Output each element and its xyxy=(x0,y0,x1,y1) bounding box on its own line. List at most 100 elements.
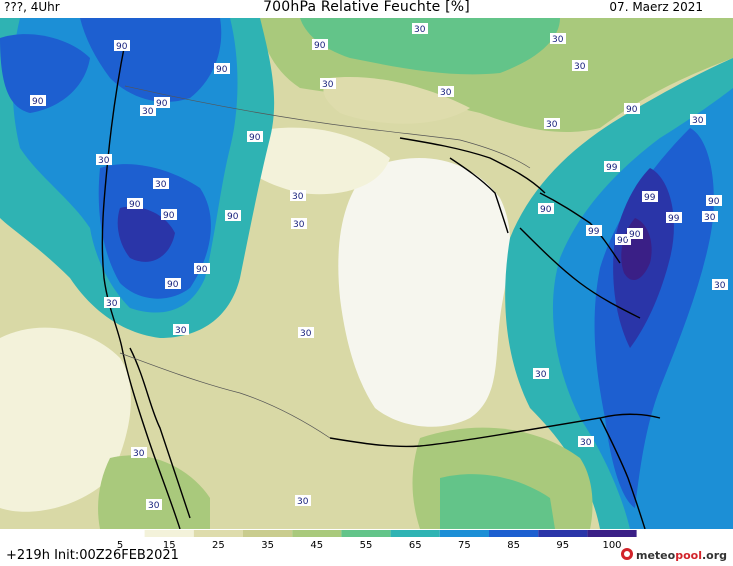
svg-text:99: 99 xyxy=(644,193,656,203)
svg-text:90: 90 xyxy=(540,205,552,215)
contour-label: 99 xyxy=(642,191,658,203)
contour-label: 90 xyxy=(247,131,263,143)
contour-label: 90 xyxy=(615,234,631,246)
sw-green-band xyxy=(98,455,210,529)
svg-text:99: 99 xyxy=(588,227,600,237)
svg-text:30: 30 xyxy=(297,497,309,507)
chart-title: 700hPa Relative Feuchte [%] xyxy=(263,0,470,15)
contour-label: 99 xyxy=(666,212,682,224)
contour-label: 90 xyxy=(627,228,643,240)
svg-text:90: 90 xyxy=(156,99,168,109)
brand-link[interactable]: meteopool.org xyxy=(636,549,727,562)
svg-text:90: 90 xyxy=(227,212,239,222)
legend-tick-label: 95 xyxy=(556,540,569,551)
contour-label: 30 xyxy=(298,327,314,339)
map-canvas: 90 30 90 90 30 30 90 30 90 30 30 30 90 3… xyxy=(0,18,733,529)
contour-label: 90 xyxy=(214,63,230,75)
svg-text:30: 30 xyxy=(175,326,187,336)
nw-coast-band xyxy=(0,34,90,113)
legend-tick-label: 35 xyxy=(261,540,274,551)
dry-zone xyxy=(338,158,511,427)
contour-label: 90 xyxy=(114,40,130,52)
svg-text:90: 90 xyxy=(216,65,228,75)
light-patch-north xyxy=(323,77,470,124)
humidity-map: 90 30 90 90 30 30 90 30 90 30 30 30 90 3… xyxy=(0,18,733,529)
contour-label: 90 xyxy=(706,195,722,207)
contour-label: 30 xyxy=(140,105,156,117)
meteopool-logo-icon xyxy=(621,548,633,560)
svg-text:30: 30 xyxy=(552,35,564,45)
contour-label: 30 xyxy=(544,118,560,130)
contour-label: 30 xyxy=(131,447,147,459)
brand-suffix: .org xyxy=(701,549,728,562)
contour-label: 30 xyxy=(412,23,428,35)
forecast-time-label: ???, 4Uhr xyxy=(4,0,60,14)
legend-tick-label: 100 xyxy=(602,540,621,551)
contour-label: 90 xyxy=(225,210,241,222)
svg-text:90: 90 xyxy=(249,133,261,143)
contour-label: 30 xyxy=(533,368,549,380)
svg-text:90: 90 xyxy=(617,236,629,246)
contour-label: 30 xyxy=(438,86,454,98)
svg-text:90: 90 xyxy=(629,230,641,240)
svg-text:30: 30 xyxy=(133,449,145,459)
svg-text:30: 30 xyxy=(155,180,167,190)
svg-text:30: 30 xyxy=(293,220,305,230)
contour-label: 30 xyxy=(153,178,169,190)
contour-label: 30 xyxy=(550,33,566,45)
svg-text:90: 90 xyxy=(626,105,638,115)
svg-text:30: 30 xyxy=(580,438,592,448)
legend-bar: 5 15 25 35 45 55 65 75 85 95 100 xyxy=(95,530,637,551)
legend-tick-label: 15 xyxy=(163,540,176,551)
contour-label: 30 xyxy=(690,114,706,126)
svg-text:30: 30 xyxy=(714,281,726,291)
svg-text:30: 30 xyxy=(440,88,452,98)
dry-zone-north xyxy=(230,127,390,195)
legend-swatch xyxy=(144,530,194,537)
contour-label: 30 xyxy=(291,218,307,230)
legend-swatch xyxy=(95,530,145,537)
svg-text:30: 30 xyxy=(546,120,558,130)
legend-swatch xyxy=(489,530,539,537)
legend-tick-label: 45 xyxy=(310,540,323,551)
legend-swatch xyxy=(538,530,588,537)
dry-zone-west xyxy=(0,327,131,512)
legend-tick-label: 65 xyxy=(409,540,422,551)
header: ???, 4Uhr 700hPa Relative Feuchte [%] 07… xyxy=(0,0,733,18)
contour-label: 30 xyxy=(702,211,718,223)
model-run-info: +219h Init:00Z26FEB2021 xyxy=(6,548,179,563)
contour-label: 90 xyxy=(30,95,46,107)
svg-text:30: 30 xyxy=(535,370,547,380)
svg-text:30: 30 xyxy=(98,156,110,166)
legend-swatch xyxy=(390,530,440,537)
brand-highlight: pool xyxy=(675,549,702,562)
svg-text:90: 90 xyxy=(314,41,326,51)
legend-ticks: 5 15 25 35 45 55 65 75 85 95 100 xyxy=(117,540,622,551)
svg-text:30: 30 xyxy=(322,80,334,90)
forecast-date: 07. Maerz 2021 xyxy=(609,0,703,14)
svg-text:30: 30 xyxy=(106,299,118,309)
legend-tick-label: 85 xyxy=(507,540,520,551)
teal-band-north xyxy=(300,18,560,75)
contour-label: 90 xyxy=(154,97,170,109)
legend-tick-label: 5 xyxy=(117,540,123,551)
contour-label: 30 xyxy=(96,154,112,166)
svg-text:30: 30 xyxy=(148,501,160,511)
legend-tick-label: 55 xyxy=(360,540,373,551)
svg-text:90: 90 xyxy=(708,197,720,207)
contour-label: 90 xyxy=(312,39,328,51)
svg-text:30: 30 xyxy=(142,107,154,117)
contour-label: 90 xyxy=(165,278,181,290)
contour-label: 30 xyxy=(104,297,120,309)
legend-swatch xyxy=(193,530,243,537)
legend-tick-label: 25 xyxy=(212,540,225,551)
color-legend: 5 15 25 35 45 55 65 75 85 95 100 xyxy=(0,529,733,566)
contour-label: 90 xyxy=(161,209,177,221)
contour-label: 30 xyxy=(578,436,594,448)
svg-text:30: 30 xyxy=(300,329,312,339)
contour-label: 30 xyxy=(295,495,311,507)
legend-swatch xyxy=(587,530,637,537)
legend-swatch xyxy=(341,530,391,537)
contour-label: 30 xyxy=(572,60,588,72)
nw-core xyxy=(80,18,222,102)
